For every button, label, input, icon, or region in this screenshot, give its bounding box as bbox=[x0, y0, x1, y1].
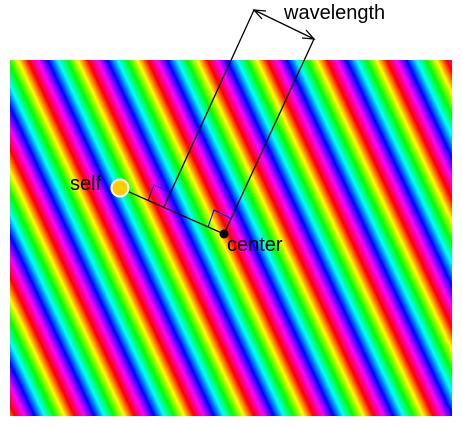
self-label: self bbox=[70, 173, 102, 195]
arrowhead-left bbox=[252, 9, 267, 20]
wavelength-label: wavelength bbox=[283, 2, 385, 24]
self-to-center-line bbox=[119, 187, 225, 235]
right-angle-mark-center bbox=[207, 209, 233, 228]
wave-field bbox=[10, 60, 452, 416]
self-marker bbox=[110, 178, 130, 198]
center-label: center bbox=[227, 234, 283, 256]
right-angle-mark-self bbox=[147, 184, 173, 202]
wavelength-dimension-line bbox=[253, 9, 315, 40]
wavelength-leg-right bbox=[223, 38, 315, 235]
construction-lines bbox=[119, 9, 315, 235]
arrowhead-right bbox=[301, 29, 316, 40]
wavelength-arrowheads bbox=[252, 9, 316, 40]
wavelength-leg-left bbox=[163, 9, 255, 208]
right-angle-marks bbox=[147, 184, 233, 228]
center-marker bbox=[219, 229, 229, 239]
